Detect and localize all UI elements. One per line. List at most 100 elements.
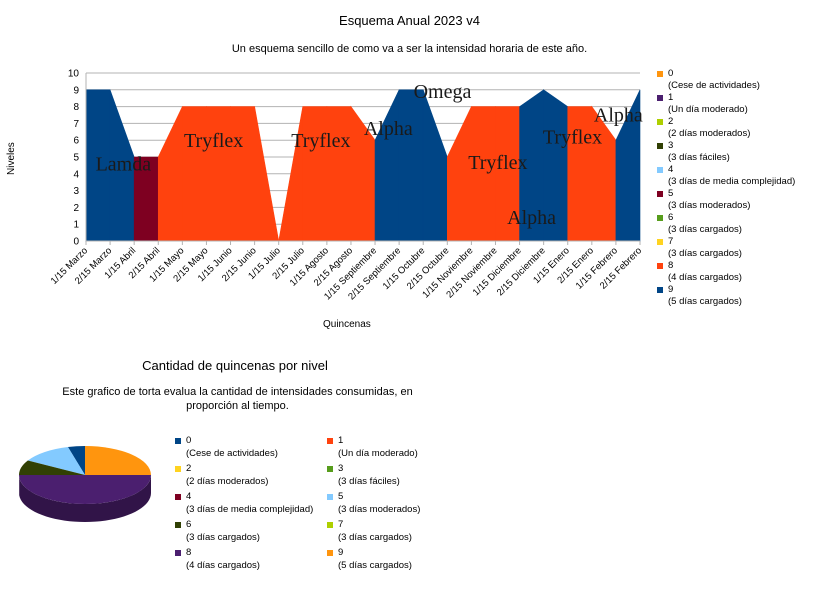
y-tick-label: 4	[73, 169, 79, 180]
y-tick-label: 10	[68, 69, 80, 80]
legend-key: 0	[668, 68, 674, 79]
legend-swatch	[657, 263, 663, 269]
legend-desc: (5 días cargados)	[668, 296, 742, 307]
pie-slice-side	[19, 475, 152, 522]
legend-desc: (3 días moderados)	[338, 503, 421, 515]
legend-desc: (3 días cargados)	[338, 531, 412, 543]
area-annotation: Alpha	[507, 207, 556, 229]
area-annotation: Tryflex	[543, 127, 602, 149]
area-segment	[230, 106, 255, 242]
legend-swatch	[327, 438, 333, 444]
area-annotation: Alpha	[594, 105, 643, 127]
legend-swatch	[175, 550, 181, 556]
legend-swatch	[657, 287, 663, 293]
legend-desc: (3 días cargados)	[668, 224, 742, 235]
legend-item: 8 (4 días cargados)	[175, 547, 327, 572]
y-tick-label: 0	[73, 237, 79, 248]
legend-desc: (Un día moderado)	[338, 447, 418, 459]
legend-desc: (3 días de media complejidad)	[186, 503, 314, 515]
legend-key: 2	[186, 463, 192, 474]
legend-desc: (3 días moderados)	[668, 200, 751, 211]
pie-slice	[19, 460, 85, 475]
legend-key: 4	[668, 164, 674, 175]
area-annotation: Alpha	[364, 118, 413, 140]
legend-item: 3 (3 días fáciles)	[657, 140, 819, 164]
y-tick-label: 7	[73, 119, 79, 130]
legend-swatch	[657, 143, 663, 149]
legend-item: 8 (4 días cargados)	[657, 260, 819, 284]
legend-key: 8	[186, 547, 192, 558]
legend-desc: (Un día moderado)	[668, 104, 748, 115]
area-segment	[326, 106, 352, 242]
legend-item: 7 (3 días cargados)	[327, 519, 479, 544]
pie-slice	[85, 446, 151, 475]
legend-swatch	[327, 550, 333, 556]
legend-key: 3	[338, 463, 344, 474]
legend-key: 5	[338, 491, 344, 502]
legend-item: 4 (3 días de media complejidad)	[657, 164, 819, 188]
legend-key: 8	[668, 260, 674, 271]
pie-chart	[19, 446, 152, 522]
legend-swatch	[657, 71, 663, 77]
legend-desc: (Cese de actividades)	[186, 447, 278, 459]
area-annotation: Tryflex	[184, 130, 243, 152]
area-segment	[206, 106, 231, 242]
area-segment	[374, 89, 400, 242]
pie-slice	[27, 446, 85, 475]
area-segment	[398, 89, 424, 242]
area-series	[85, 89, 641, 242]
area-annotation: Tryflex	[291, 130, 350, 152]
legend-desc: (3 días fáciles)	[668, 152, 730, 163]
area-chart-subtitle: Un esquema sencillo de como va a ser la …	[231, 43, 588, 55]
legend-swatch	[657, 239, 663, 245]
legend-key: 6	[186, 519, 192, 530]
legend-desc: (3 días cargados)	[186, 531, 260, 543]
legend-swatch	[657, 95, 663, 101]
legend-item: 0 (Cese de actividades)	[657, 68, 819, 92]
legend-item: 9 (5 días cargados)	[327, 547, 479, 572]
legend-key: 9	[668, 284, 674, 295]
legend-desc: (2 días moderados)	[668, 128, 751, 139]
legend-key: 7	[668, 236, 674, 247]
y-tick-label: 2	[73, 203, 79, 214]
legend-item: 9 (5 días cargados)	[657, 284, 819, 308]
legend-item: 2 (2 días moderados)	[175, 463, 327, 488]
pie-chart-subtitle: Este grafico de torta evalua la cantidad…	[62, 386, 413, 412]
legend-swatch	[175, 494, 181, 500]
legend-key: 5	[668, 188, 674, 199]
legend-item: 0 (Cese de actividades)	[175, 435, 327, 460]
area-annotation: Tryflex	[468, 152, 527, 174]
legend-desc: (3 días fáciles)	[338, 475, 400, 487]
legend-item: 4 (3 días de media complejidad)	[175, 491, 327, 516]
area-segment	[302, 106, 328, 242]
legend-swatch	[327, 466, 333, 472]
legend-item: 3 (3 días fáciles)	[327, 463, 479, 488]
legend-item: 5 (3 días moderados)	[327, 491, 479, 516]
legend-item: 1 (Un día moderado)	[657, 92, 819, 116]
legend-item: 5 (3 días moderados)	[657, 188, 819, 212]
legend-swatch	[175, 438, 181, 444]
legend-desc: (4 días cargados)	[668, 272, 742, 283]
legend-swatch	[327, 494, 333, 500]
legend-swatch	[175, 522, 181, 528]
area-annotation: Lamda	[96, 153, 152, 175]
legend-swatch	[657, 215, 663, 221]
legend-swatch	[657, 167, 663, 173]
pie-slice	[19, 475, 151, 504]
area-chart-legend: 0 (Cese de actividades) 1 (Un día moderado)…	[657, 68, 819, 308]
legend-desc: (3 días de media complejidad)	[668, 176, 796, 187]
area-segment	[471, 106, 496, 242]
y-tick-label: 5	[73, 153, 79, 164]
pie-chart-legend: 0 (Cese de actividades) 1 (Un día moderado)…	[175, 435, 495, 572]
legend-item: 6 (3 días cargados)	[657, 212, 819, 236]
legend-key: 1	[668, 92, 674, 103]
legend-key: 0	[186, 435, 192, 446]
legend-swatch	[175, 466, 181, 472]
legend-swatch	[657, 119, 663, 125]
pie-slice	[67, 446, 85, 475]
y-tick-label: 1	[73, 220, 79, 231]
legend-key: 7	[338, 519, 344, 530]
legend-desc: (5 días cargados)	[338, 559, 412, 571]
area-segment	[157, 106, 183, 242]
legend-key: 4	[186, 491, 192, 502]
